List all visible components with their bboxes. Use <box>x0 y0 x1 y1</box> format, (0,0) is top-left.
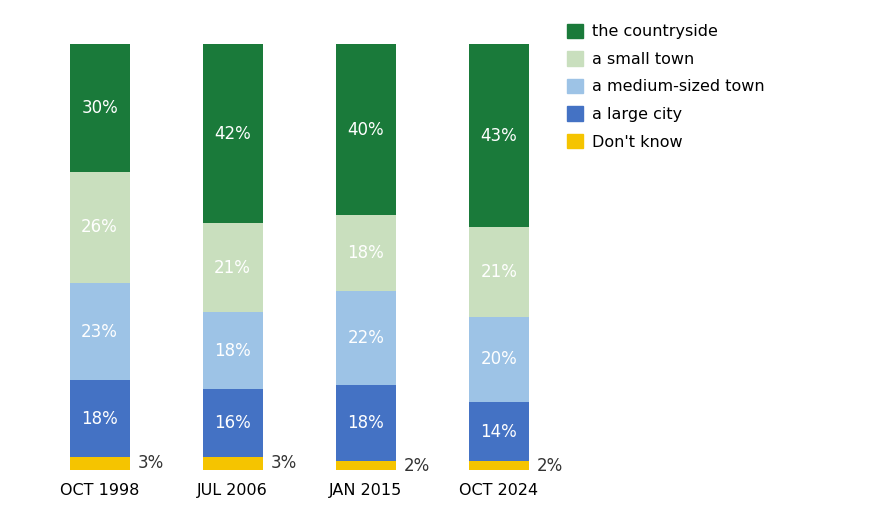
Bar <box>469 402 529 461</box>
Text: 26%: 26% <box>81 218 118 236</box>
Bar <box>336 385 396 461</box>
Bar <box>202 223 262 313</box>
Bar <box>336 291 396 385</box>
Bar <box>70 457 129 470</box>
Bar <box>336 44 396 215</box>
Text: 42%: 42% <box>215 125 251 143</box>
Text: 16%: 16% <box>215 414 251 432</box>
Text: 18%: 18% <box>81 410 118 428</box>
Bar <box>469 228 529 317</box>
Text: 23%: 23% <box>81 323 118 340</box>
Text: 18%: 18% <box>215 342 251 360</box>
Bar <box>469 461 529 470</box>
Bar <box>469 317 529 402</box>
Text: 3%: 3% <box>137 455 164 472</box>
Bar <box>202 457 262 470</box>
Text: 21%: 21% <box>214 259 251 277</box>
Text: 18%: 18% <box>348 244 384 262</box>
Text: 40%: 40% <box>348 121 384 138</box>
Text: 30%: 30% <box>81 99 118 117</box>
Text: 22%: 22% <box>348 329 385 347</box>
Bar <box>202 389 262 457</box>
Bar <box>336 215 396 291</box>
Bar <box>336 461 396 470</box>
Bar <box>202 313 262 389</box>
Bar <box>469 44 529 228</box>
Text: 2%: 2% <box>537 457 563 474</box>
Text: 14%: 14% <box>480 422 517 441</box>
Legend: the countryside, a small town, a medium-sized town, a large city, Don't know: the countryside, a small town, a medium-… <box>567 23 765 150</box>
Text: 3%: 3% <box>270 455 297 472</box>
Bar <box>70 282 129 381</box>
Text: 21%: 21% <box>480 263 517 281</box>
Text: 43%: 43% <box>480 127 517 145</box>
Bar <box>202 44 262 223</box>
Bar <box>70 44 129 172</box>
Bar <box>70 172 129 282</box>
Text: 20%: 20% <box>480 350 517 368</box>
Text: 2%: 2% <box>404 457 430 474</box>
Text: 18%: 18% <box>348 414 384 432</box>
Bar <box>70 381 129 457</box>
